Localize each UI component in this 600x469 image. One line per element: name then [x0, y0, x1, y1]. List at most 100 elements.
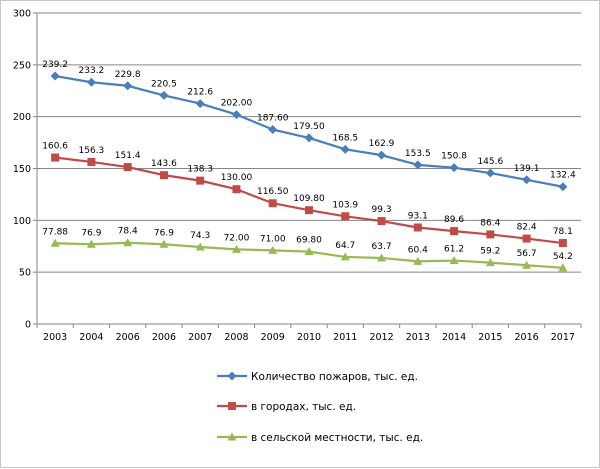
data-label: 212.6	[187, 88, 213, 98]
data-label: 54.2	[553, 252, 573, 262]
data-label: 72.00	[224, 233, 250, 243]
data-point	[51, 153, 60, 162]
legend-entry-1: Количество пожаров, тыс. ед.	[217, 371, 418, 383]
data-point	[195, 99, 205, 109]
data-point	[341, 212, 350, 221]
data-label: 76.9	[81, 228, 101, 238]
data-point	[159, 239, 169, 248]
data-point	[522, 234, 531, 243]
data-label: 69.80	[296, 236, 322, 246]
data-label: 86.4	[480, 218, 500, 228]
data-point	[123, 81, 133, 91]
y-tick-label: 300	[13, 9, 31, 20]
legend-label: в городах, тыс. ед.	[251, 401, 356, 413]
series-group: 239.2 233.2 229.8 220.5 212.6 202.00 187.60 179…	[42, 60, 576, 272]
data-point	[268, 199, 277, 208]
x-tick-label: 2007	[188, 332, 212, 343]
y-tick-label: 250	[13, 60, 31, 71]
data-point	[268, 245, 278, 254]
x-tick-label: 2006	[116, 332, 140, 343]
data-point	[304, 247, 314, 256]
legend-marker	[227, 371, 237, 381]
x-tick-label: 2016	[515, 332, 539, 343]
legend-entry-3: в сельской местности, тыс. ед.	[217, 432, 423, 444]
data-point	[232, 185, 241, 194]
data-label: 59.2	[480, 247, 500, 257]
data-label: 63.7	[372, 242, 392, 252]
data-label: 60.4	[408, 245, 428, 255]
data-point	[86, 239, 96, 248]
data-point	[268, 125, 278, 135]
data-label: 71.00	[260, 234, 286, 244]
data-point	[123, 238, 133, 247]
legend: Количество пожаров, тыс. ед. в городах, т…	[217, 371, 423, 444]
data-point	[558, 182, 568, 192]
data-point	[304, 133, 314, 143]
data-label: 132.4	[550, 171, 576, 181]
data-label: 233.2	[79, 66, 105, 76]
data-label: 56.7	[517, 249, 537, 259]
data-label: 162.9	[369, 139, 395, 149]
x-tick-label: 2008	[224, 332, 248, 343]
y-tick-label: 150	[13, 164, 31, 175]
data-label: 64.7	[335, 241, 355, 251]
data-point	[50, 238, 60, 247]
data-label: 77.88	[42, 227, 68, 237]
x-tick-label: 2013	[406, 332, 430, 343]
data-point	[305, 206, 313, 215]
data-point	[522, 175, 532, 185]
data-label: 93.1	[408, 211, 428, 221]
series-1: 239.2 233.2 229.8 220.5 212.6 202.00 187.60 179…	[42, 60, 576, 192]
legend-label: Количество пожаров, тыс. ед.	[251, 371, 418, 383]
data-label: 130.00	[221, 173, 253, 183]
data-point	[195, 242, 205, 251]
data-label: 187.60	[257, 114, 289, 124]
data-label: 99.3	[372, 205, 392, 215]
data-point	[340, 144, 350, 154]
data-point	[449, 163, 459, 173]
y-tick-label: 50	[19, 268, 31, 279]
data-label: 229.8	[115, 70, 141, 80]
series-2: 160.6 156.3 151.4 143.6 138.3 130.00 116.50 109…	[42, 142, 573, 248]
data-label: 82.4	[517, 223, 537, 233]
data-label: 61.2	[444, 245, 464, 255]
x-tick-label: 2011	[333, 332, 357, 343]
data-point	[485, 168, 495, 178]
data-point	[196, 176, 205, 185]
data-label: 143.6	[151, 159, 177, 169]
data-point	[558, 263, 568, 272]
data-point	[231, 110, 241, 120]
data-label: 151.4	[115, 151, 141, 161]
axes	[33, 12, 582, 328]
data-label: 239.2	[42, 60, 68, 70]
data-point	[123, 163, 132, 172]
data-label: 153.5	[405, 149, 431, 159]
y-axis-ticks: 0 50 100 150 200 250 300	[13, 9, 31, 331]
series-3: 77.88 76.9 78.4 76.9 74.3 72.00 71.00 69.80 64.7…	[42, 227, 573, 272]
x-tick-label: 2003	[43, 332, 67, 343]
data-label: 109.80	[293, 194, 325, 204]
legend-marker	[228, 402, 236, 410]
legend-marker	[227, 432, 237, 441]
data-point	[522, 260, 532, 269]
data-label: 76.9	[154, 228, 174, 238]
data-point	[413, 160, 423, 170]
legend-label: в сельской местности, тыс. ед.	[251, 432, 423, 444]
x-tick-label: 2015	[478, 332, 502, 343]
data-point	[159, 90, 169, 100]
data-label: 74.3	[190, 231, 210, 241]
data-label: 202.00	[221, 99, 253, 109]
x-axis-ticks: 2003 2004 2006 2006 2007 2008 2009 2010 2011 2012…	[43, 332, 575, 343]
x-tick-label: 2010	[297, 332, 321, 343]
data-label: 89.6	[444, 215, 464, 225]
data-label: 116.50	[257, 187, 289, 197]
data-point	[87, 157, 96, 166]
x-tick-label: 2006	[152, 332, 176, 343]
data-point	[377, 150, 387, 160]
data-label: 78.4	[118, 227, 138, 237]
data-point	[159, 171, 168, 180]
data-point	[413, 223, 422, 232]
data-label: 220.5	[151, 79, 177, 89]
